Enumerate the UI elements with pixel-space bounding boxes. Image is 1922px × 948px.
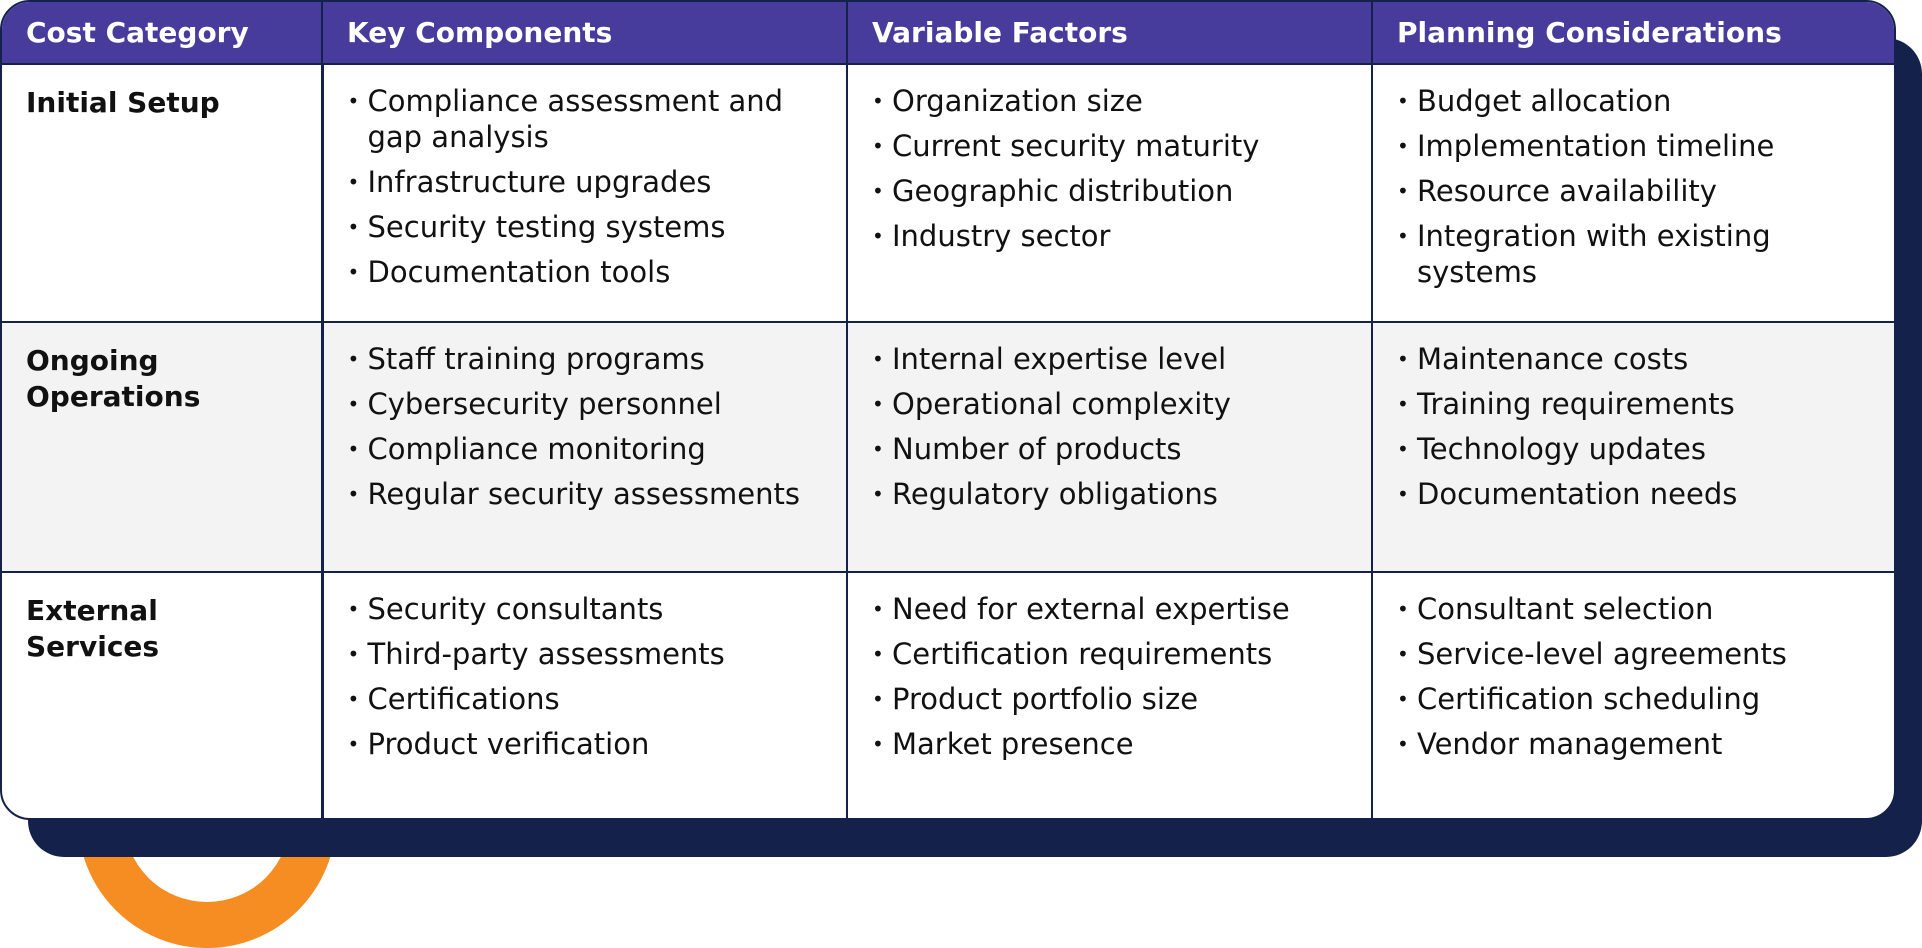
list-item: Resource availability — [1397, 173, 1870, 209]
list-item: Geographic distribution — [872, 173, 1347, 209]
list-item: Cybersecurity personnel — [348, 386, 823, 422]
bullet-list: Organization size Current security matur… — [872, 83, 1347, 254]
list-item: Regular security assessments — [348, 476, 823, 512]
factors-cell: Internal expertise level Operational com… — [846, 321, 1372, 572]
factors-cell: Need for external expertise Certificatio… — [846, 571, 1372, 818]
planning-cell: Maintenance costs Training requirements … — [1371, 321, 1894, 572]
list-item: Operational complexity — [872, 386, 1347, 422]
components-cell: Staff training programs Cybersecurity pe… — [321, 321, 847, 572]
list-item: Certification scheduling — [1397, 681, 1870, 717]
list-item: Documentation tools — [348, 254, 823, 290]
factors-cell: Organization size Current security matur… — [846, 63, 1372, 322]
list-item: Maintenance costs — [1397, 341, 1870, 377]
bullet-list: Consultant selection Service-level agree… — [1397, 591, 1870, 762]
bullet-list: Need for external expertise Certificatio… — [872, 591, 1347, 762]
header-variable-factors: Variable Factors — [846, 2, 1372, 65]
category-cell: External Services — [2, 571, 324, 818]
bullet-list: Budget allocation Implementation timelin… — [1397, 83, 1870, 290]
list-item: Third-party assessments — [348, 636, 823, 672]
list-item: Product portfolio size — [872, 681, 1347, 717]
cost-table: Cost Category Key Components Variable Fa… — [2, 2, 1894, 818]
list-item: Compliance assessment and gap analysis — [348, 83, 823, 155]
list-item: Need for external expertise — [872, 591, 1347, 627]
list-item: Technology updates — [1397, 431, 1870, 467]
list-item: Certifications — [348, 681, 823, 717]
bullet-list: Security consultants Third-party assessm… — [348, 591, 823, 762]
list-item: Implementation timeline — [1397, 128, 1870, 164]
planning-cell: Budget allocation Implementation timelin… — [1371, 63, 1894, 322]
header-planning-considerations: Planning Considerations — [1371, 2, 1894, 65]
list-item: Compliance monitoring — [348, 431, 823, 467]
list-item: Certification requirements — [872, 636, 1347, 672]
list-item: Organization size — [872, 83, 1347, 119]
bullet-list: Internal expertise level Operational com… — [872, 341, 1347, 512]
list-item: Consultant selection — [1397, 591, 1870, 627]
table-row: External Services Security consultants T… — [2, 571, 1894, 818]
cost-table-card: Cost Category Key Components Variable Fa… — [0, 0, 1896, 820]
category-cell: Initial Setup — [2, 63, 324, 322]
list-item: Industry sector — [872, 218, 1347, 254]
bullet-list: Compliance assessment and gap analysis I… — [348, 83, 823, 290]
list-item: Number of products — [872, 431, 1347, 467]
list-item: Product verification — [348, 726, 823, 762]
header-key-components: Key Components — [321, 2, 847, 65]
list-item: Market presence — [872, 726, 1347, 762]
category-cell: Ongoing Operations — [2, 321, 324, 572]
components-cell: Security consultants Third-party assessm… — [321, 571, 847, 818]
table-row: Initial Setup Compliance assessment and … — [2, 63, 1894, 322]
list-item: Vendor management — [1397, 726, 1870, 762]
list-item: Internal expertise level — [872, 341, 1347, 377]
list-item: Service-level agreements — [1397, 636, 1870, 672]
list-item: Training requirements — [1397, 386, 1870, 422]
bullet-list: Maintenance costs Training requirements … — [1397, 341, 1870, 512]
table-header-row: Cost Category Key Components Variable Fa… — [2, 2, 1894, 65]
list-item: Security consultants — [348, 591, 823, 627]
list-item: Documentation needs — [1397, 476, 1870, 512]
list-item: Staff training programs — [348, 341, 823, 377]
table-row: Ongoing Operations Staff training progra… — [2, 321, 1894, 572]
list-item: Regulatory obligations — [872, 476, 1347, 512]
components-cell: Compliance assessment and gap analysis I… — [321, 63, 847, 322]
bullet-list: Staff training programs Cybersecurity pe… — [348, 341, 823, 512]
planning-cell: Consultant selection Service-level agree… — [1371, 571, 1894, 818]
list-item: Integration with existing systems — [1397, 218, 1870, 290]
list-item: Budget allocation — [1397, 83, 1870, 119]
list-item: Current security maturity — [872, 128, 1347, 164]
list-item: Infrastructure upgrades — [348, 164, 823, 200]
list-item: Security testing systems — [348, 209, 823, 245]
header-cost-category: Cost Category — [2, 2, 322, 65]
